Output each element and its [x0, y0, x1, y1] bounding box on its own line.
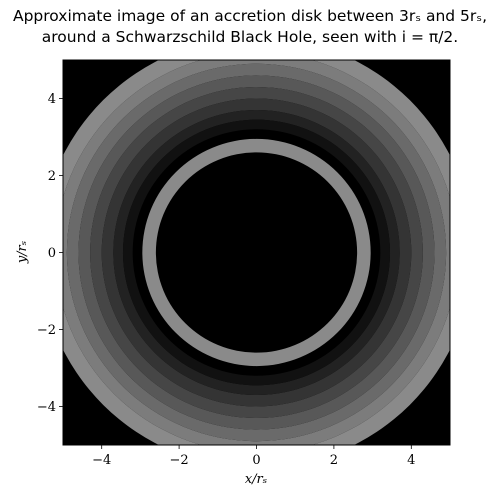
y-tick-label: −2 [37, 323, 56, 338]
x-tick-label: 4 [407, 453, 415, 468]
x-tick-label: 2 [330, 453, 338, 468]
disk-ring-7 [122, 119, 391, 386]
chart-title-line-1: Approximate image of an accretion disk b… [12, 7, 488, 25]
x-tick-label: −4 [92, 453, 111, 468]
y-tick-label: 4 [48, 92, 56, 107]
x-tick-label: 0 [252, 453, 260, 468]
chart-title: Approximate image of an accretion disk b… [0, 6, 500, 48]
x-axis-ticks: −4 −2 0 2 4 [92, 445, 415, 468]
y-axis-ticks: −4 −2 0 2 4 [37, 92, 63, 415]
y-tick-label: −4 [37, 400, 56, 415]
y-tick-label: 0 [48, 246, 56, 261]
chart-title-line-2: around a Schwarzschild Black Hole, seen … [41, 28, 459, 46]
y-tick-label: 2 [48, 169, 56, 184]
x-axis-label: x/rₛ [245, 472, 267, 487]
plot-area [62, 59, 451, 446]
x-tick-label: −2 [170, 453, 189, 468]
ring-group [63, 60, 450, 445]
y-axis-label: y/rₛ [15, 241, 30, 264]
